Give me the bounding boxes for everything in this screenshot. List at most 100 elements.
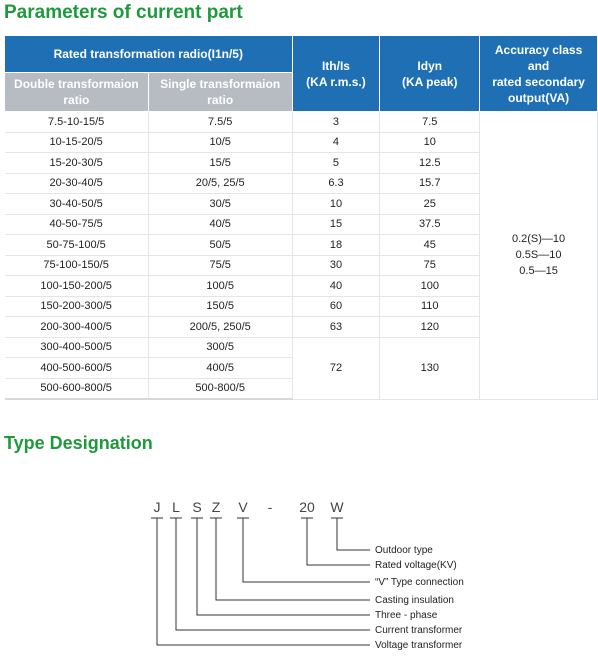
cell-line: Idyn <box>417 58 443 73</box>
section-title: Type Designation <box>4 433 153 453</box>
table-cell: 3 <box>292 111 381 133</box>
cell-line: 0.5—15 <box>519 265 558 278</box>
designation-label: Current transformer <box>375 625 463 636</box>
table-cell: 400/5 <box>148 357 293 379</box>
connector <box>336 518 370 551</box>
table-row: 50-75-100/5 50/5 18 45 <box>4 234 598 256</box>
table-row: 20-30-40/5 20/5, 25/5 6.3 15.7 <box>4 173 598 194</box>
table-cell: 100-150-200/5 <box>4 275 149 297</box>
table-cell: 75/5 <box>148 255 293 276</box>
table-cell: 30 <box>292 255 381 276</box>
code-letter: L <box>172 499 180 515</box>
cell-line: 0.5S—10 <box>515 249 562 262</box>
code-letter: V <box>238 499 248 515</box>
header-row: Double transformaion ratio Single transfo… <box>4 72 598 112</box>
cell-line: output(VA) <box>508 90 570 105</box>
table-body: 7.5-10-15/5 7.5/5 3 7.5 0.2(S)—10 0.5S—10 0.5—… <box>4 111 598 400</box>
table-cell: 4 <box>292 132 381 153</box>
table-cell: 37.5 <box>379 214 481 235</box>
table-cell: 30-40-50/5 <box>4 193 149 215</box>
table-cell: 63 <box>292 316 381 338</box>
table-cell: 110 <box>379 296 481 317</box>
table-cell: 120 <box>379 316 481 338</box>
code-letter: W <box>330 499 344 515</box>
table-cell: 10-15-20/5 <box>4 132 149 153</box>
table-cell: 20-30-40/5 <box>4 173 149 194</box>
table-row: 75-100-150/5 75/5 30 75 <box>4 255 598 276</box>
table-cell: 6.3 <box>292 173 381 194</box>
table-cell: 12.5 <box>379 152 481 174</box>
table-row: 200-300-400/5 200/5, 250/5 63 120 <box>4 316 598 338</box>
table-row: 150-200-300/5 150/5 60 110 <box>4 296 598 317</box>
table-cell: 500-600-800/5 <box>4 378 149 400</box>
code-letter: S <box>192 499 201 515</box>
column-header: Idyn (KA peak) <box>379 35 481 112</box>
connector <box>175 518 370 631</box>
column-header: Accuracy class and rated secondary output(V… <box>479 35 598 112</box>
parameter-table: Rated transformation radio(I1n/5) Ith/Is (… <box>4 35 598 400</box>
table-cell: 5 <box>292 152 381 174</box>
table-cell: 100/5 <box>148 275 293 297</box>
cell-line: Accuracy class <box>494 42 583 57</box>
table-cell: 400-500-600/5 <box>4 357 149 379</box>
connector <box>306 518 370 566</box>
cell-line: (KA peak) <box>401 74 458 89</box>
table-cell: 45 <box>379 234 481 256</box>
table-cell: 150-200-300/5 <box>4 296 149 317</box>
designation-label: Three - phase <box>375 610 438 621</box>
section-title: Parameters of current part <box>4 2 243 23</box>
merged-cell: 72 <box>292 337 381 400</box>
connector <box>156 518 370 646</box>
table-cell: 100 <box>379 275 481 297</box>
table-cell: 10/5 <box>148 132 293 153</box>
table-row: 10-15-20/5 10/5 4 10 <box>4 132 598 153</box>
table-cell: 40/5 <box>148 214 293 235</box>
table-cell: 40-50-75/5 <box>4 214 149 235</box>
table-cell: 15.7 <box>379 173 481 194</box>
table-cell: 200-300-400/5 <box>4 316 149 338</box>
sub-header: Double transformaion ratio <box>4 72 149 112</box>
table-cell: 7.5-10-15/5 <box>4 111 149 133</box>
table-cell: 50-75-100/5 <box>4 234 149 256</box>
designation-label: Casting insulation <box>375 595 454 606</box>
table-cell: 7.5 <box>379 111 481 133</box>
connector <box>196 518 370 616</box>
table-row: 7.5-10-15/5 7.5/5 3 7.5 0.2(S)—10 0.5S—10 0.5—… <box>4 111 598 400</box>
cell-line: Ith/Is <box>321 58 350 73</box>
designation-label: Rated voltage(KV) <box>375 560 457 571</box>
table-cell: 15 <box>292 214 381 235</box>
merged-cell: 130 <box>379 337 481 400</box>
table-cell: 10 <box>292 193 381 215</box>
table-cell: 25 <box>379 193 481 215</box>
table-row: 40-50-75/5 40/5 15 37.5 <box>4 214 598 235</box>
table-cell: 18 <box>292 234 381 256</box>
code-letter: - <box>268 499 273 515</box>
table-row: 300-400-500/5 300/5 72 130 <box>4 337 598 400</box>
header-row: Rated transformation radio(I1n/5) Ith/Is (… <box>4 35 598 112</box>
table-cell: 15/5 <box>148 152 293 174</box>
sub-header: Single transformaion ratio <box>147 72 293 112</box>
cell-line: and <box>527 58 550 73</box>
group-header: Rated transformation radio(I1n/5) <box>4 35 293 73</box>
table-cell: 10 <box>379 132 481 153</box>
table-cell: 15-20-30/5 <box>4 152 149 174</box>
table-cell: 500-800/5 <box>148 378 293 400</box>
designation-diagram: J L S Z V - 20 W Outdoor type Rated voltage(KV) “V… <box>151 499 464 651</box>
cell-line: rated secondary <box>492 74 585 89</box>
table-head: Rated transformation radio(I1n/5) Ith/Is (… <box>4 35 598 112</box>
table-cell: 75-100-150/5 <box>4 255 149 276</box>
table-row: 500-600-800/5 500-800/5 <box>4 378 598 400</box>
connector <box>242 518 370 583</box>
cell-line: 0.2(S)—10 <box>511 233 566 246</box>
table-row: 15-20-30/5 15/5 5 12.5 <box>4 152 598 174</box>
table-cell: 20/5, 25/5 <box>148 173 293 194</box>
table-cell: 300/5 <box>148 337 293 358</box>
table-cell: 200/5, 250/5 <box>148 316 293 338</box>
accuracy-cell: 0.2(S)—10 0.5S—10 0.5—15 <box>479 111 598 400</box>
designation-label: Outdoor type <box>375 545 433 556</box>
table-cell: 30/5 <box>148 193 293 215</box>
table-row: 30-40-50/5 30/5 10 25 <box>4 193 598 215</box>
table-cell: 300-400-500/5 <box>4 337 149 358</box>
table-row: 400-500-600/5 400/5 <box>4 357 598 379</box>
